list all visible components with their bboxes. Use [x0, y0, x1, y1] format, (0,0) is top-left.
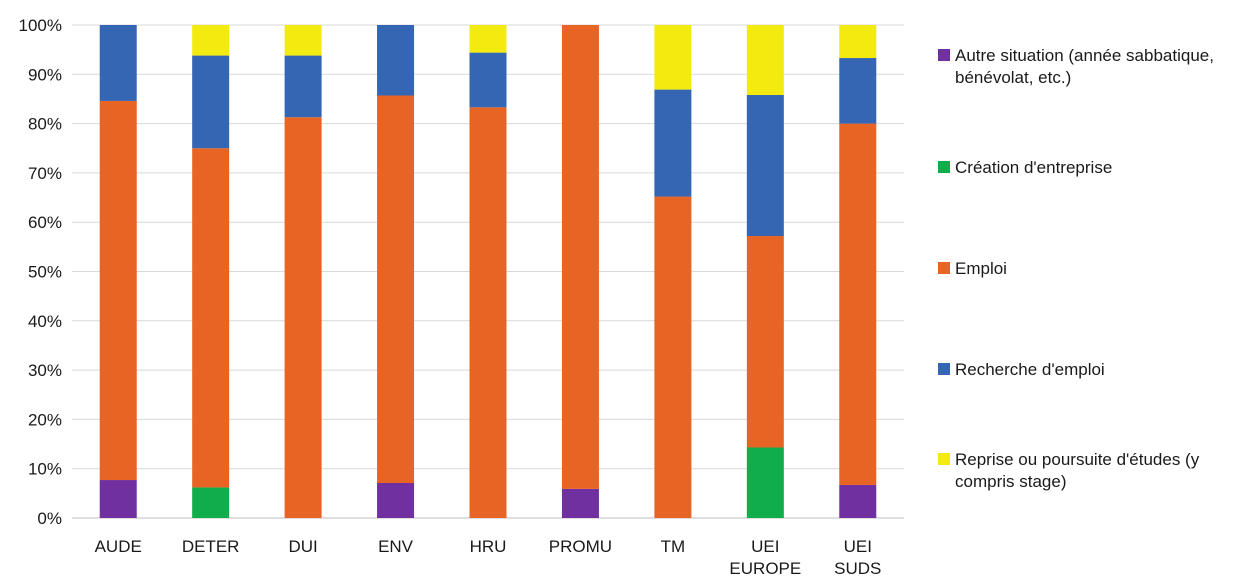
y-tick-label: 50% [28, 263, 62, 282]
y-tick-label: 70% [28, 164, 62, 183]
bar-segment [746, 447, 784, 518]
bar-segment [99, 100, 137, 481]
bar-segment [561, 25, 599, 489]
x-tick-label: AUDE [95, 537, 142, 556]
bar-segment [284, 55, 322, 118]
x-axis: AUDE DETER DUI ENV HRU PROMU TM UEI EUROPE UEI SUD… [95, 537, 882, 578]
bar-segment [839, 484, 877, 518]
bar-segment [839, 25, 877, 59]
bar-segment [377, 25, 415, 96]
bars [99, 25, 877, 519]
x-tick-label: UEI EUROPE [729, 537, 801, 578]
bar-segment [654, 89, 692, 197]
x-tick-label: HRU [470, 537, 507, 556]
x-tick-label: TM [661, 537, 686, 556]
y-tick-label: 0% [37, 509, 62, 528]
bar-segment [377, 482, 415, 518]
legend-label: Emploi [955, 259, 1007, 278]
y-axis: 0% 10% 20% 30% 40% 50% 60% 70% 80% 90% 100% [19, 16, 62, 528]
legend: Autre situation (année sabbatique, bénévo… [938, 46, 1214, 491]
legend-marker [938, 453, 950, 465]
bar-segment [839, 58, 877, 124]
bar-segment [284, 25, 322, 56]
bar-segment [746, 95, 784, 237]
legend-label: Reprise ou poursuite d'études (y compris … [955, 450, 1200, 491]
bar-segment [469, 25, 507, 53]
x-tick-label: DUI [288, 537, 317, 556]
bar-segment [377, 95, 415, 483]
y-tick-label: 90% [28, 65, 62, 84]
legend-marker [938, 262, 950, 274]
bar-segment [192, 148, 230, 488]
y-tick-label: 20% [28, 410, 62, 429]
x-tick-label: ENV [378, 537, 414, 556]
y-tick-label: 10% [28, 460, 62, 479]
y-tick-label: 100% [19, 16, 62, 35]
legend-label: Autre situation (année sabbatique, bénévo… [955, 46, 1214, 87]
x-tick-label: PROMU [549, 537, 612, 556]
bar-segment [654, 196, 692, 518]
bar-segment [192, 25, 230, 56]
legend-marker [938, 161, 950, 173]
legend-marker [938, 363, 950, 375]
y-tick-label: 40% [28, 312, 62, 331]
bar-segment [561, 488, 599, 518]
x-tick-label: DETER [182, 537, 240, 556]
legend-label: Recherche d'emploi [955, 360, 1105, 379]
y-tick-label: 60% [28, 213, 62, 232]
x-tick-label: UEI SUDS [834, 537, 881, 578]
y-tick-label: 30% [28, 361, 62, 380]
legend-marker [938, 49, 950, 61]
bar-segment [746, 236, 784, 448]
legend-label: Création d'entreprise [955, 158, 1112, 177]
y-tick-label: 80% [28, 115, 62, 134]
bar-segment [469, 52, 507, 108]
bar-segment [192, 487, 230, 518]
bar-segment [99, 25, 137, 101]
bar-segment [469, 107, 507, 519]
bar-segment [192, 55, 230, 149]
bar-segment [654, 25, 692, 90]
bar-segment [839, 123, 877, 485]
bar-segment [99, 480, 137, 518]
bar-segment [746, 25, 784, 96]
bar-segment [284, 117, 322, 518]
